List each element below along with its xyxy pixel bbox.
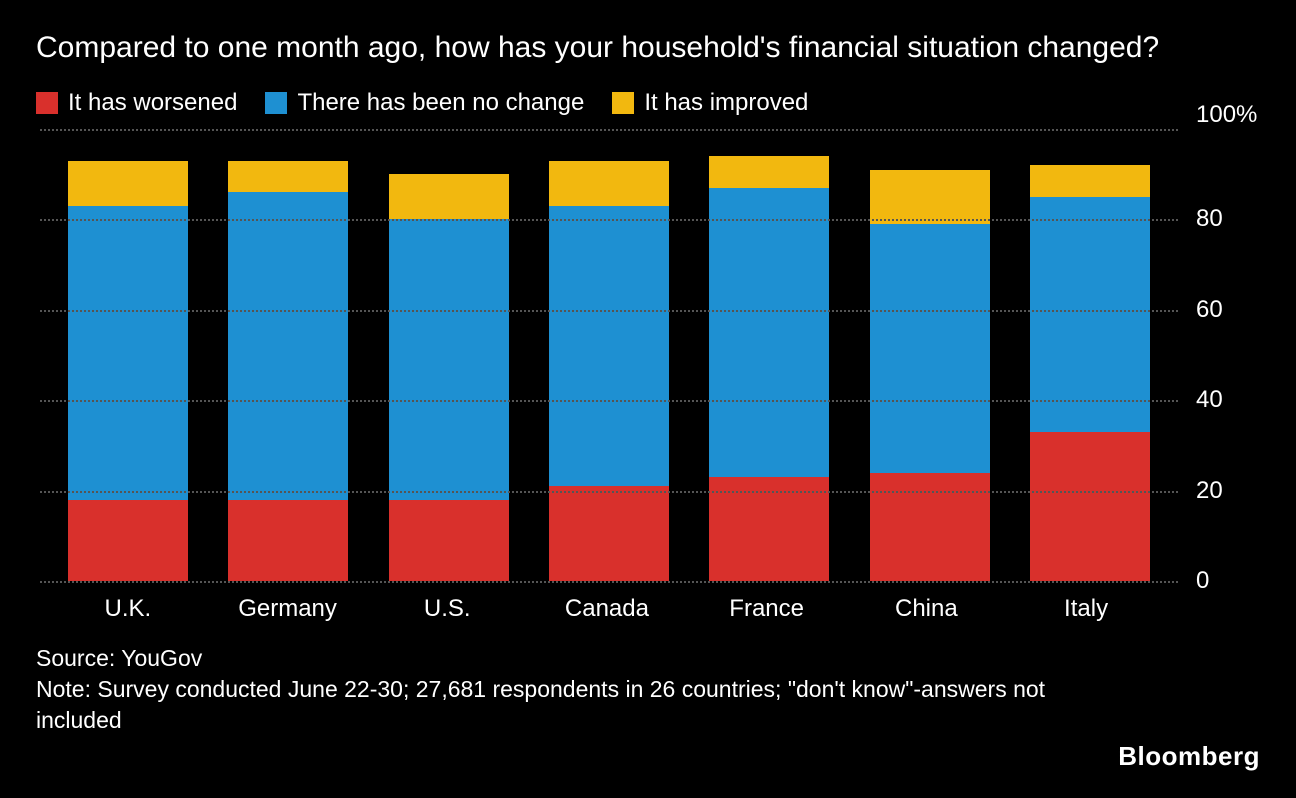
bar-segment-no_change	[68, 206, 188, 500]
source-line: Source: YouGov	[36, 643, 1076, 674]
y-tick-label: 20	[1196, 477, 1223, 505]
legend-label: It has improved	[644, 89, 808, 117]
grid-line	[40, 310, 1178, 312]
bar-segment-improved	[709, 156, 829, 188]
grid-line	[40, 491, 1178, 493]
chart-footer: Source: YouGov Note: Survey conducted Ju…	[36, 643, 1076, 736]
bar-segment-no_change	[549, 206, 669, 486]
x-axis-label: Germany	[228, 595, 348, 623]
bar	[870, 170, 990, 581]
bar-segment-no_change	[389, 219, 509, 499]
x-axis-label: Italy	[1026, 595, 1146, 623]
bar-segment-worsened	[870, 473, 990, 581]
bar-segment-improved	[389, 174, 509, 219]
x-axis-label: U.K.	[68, 595, 188, 623]
bar	[68, 161, 188, 581]
bar-segment-no_change	[1030, 197, 1150, 432]
legend-label: It has worsened	[68, 89, 237, 117]
grid-line	[40, 219, 1178, 221]
bar-segment-improved	[870, 170, 990, 224]
legend-label: There has been no change	[297, 89, 584, 117]
bar-segment-no_change	[870, 224, 990, 473]
y-tick-label: 100%	[1196, 101, 1257, 129]
y-tick-label: 80	[1196, 205, 1223, 233]
note-line: Note: Survey conducted June 22-30; 27,68…	[36, 674, 1076, 736]
legend-swatch	[36, 92, 58, 114]
legend-swatch	[265, 92, 287, 114]
brand-logo: Bloomberg	[1118, 741, 1260, 772]
y-axis: 020406080100%	[1178, 129, 1260, 581]
x-axis-labels: U.K. Germany U.S. Canada France China Italy	[36, 595, 1260, 623]
chart-title: Compared to one month ago, how has your …	[36, 28, 1186, 67]
y-tick-label: 40	[1196, 386, 1223, 414]
y-tick-label: 0	[1196, 567, 1209, 595]
bar-segment-worsened	[68, 500, 188, 581]
grid-line	[40, 400, 1178, 402]
bar-segment-worsened	[549, 486, 669, 581]
bar	[1030, 165, 1150, 581]
bar-segment-improved	[1030, 165, 1150, 197]
legend-item: It has improved	[612, 89, 808, 117]
bar-segment-worsened	[1030, 432, 1150, 581]
x-axis-label: Canada	[547, 595, 667, 623]
legend-item: There has been no change	[265, 89, 584, 117]
x-axis-label: France	[707, 595, 827, 623]
legend-swatch	[612, 92, 634, 114]
bar	[389, 174, 509, 581]
grid-line	[40, 581, 1178, 583]
legend-item: It has worsened	[36, 89, 237, 117]
bar-segment-worsened	[228, 500, 348, 581]
chart-plot-area: 020406080100%	[36, 129, 1260, 581]
bar-segment-no_change	[228, 192, 348, 499]
plot-region	[40, 129, 1178, 581]
bar	[549, 161, 669, 581]
bar-segment-worsened	[709, 477, 829, 581]
bar-segment-improved	[68, 161, 188, 206]
bar-segment-no_change	[709, 188, 829, 477]
y-tick-label: 60	[1196, 296, 1223, 324]
bar	[228, 161, 348, 581]
chart-legend: It has worsened There has been no change I…	[36, 89, 1260, 117]
bars-container	[40, 129, 1178, 581]
grid-line	[40, 129, 1178, 131]
x-axis-label: China	[866, 595, 986, 623]
bar-segment-improved	[228, 161, 348, 193]
bar-segment-improved	[549, 161, 669, 206]
bar-segment-worsened	[389, 500, 509, 581]
x-axis-label: U.S.	[387, 595, 507, 623]
